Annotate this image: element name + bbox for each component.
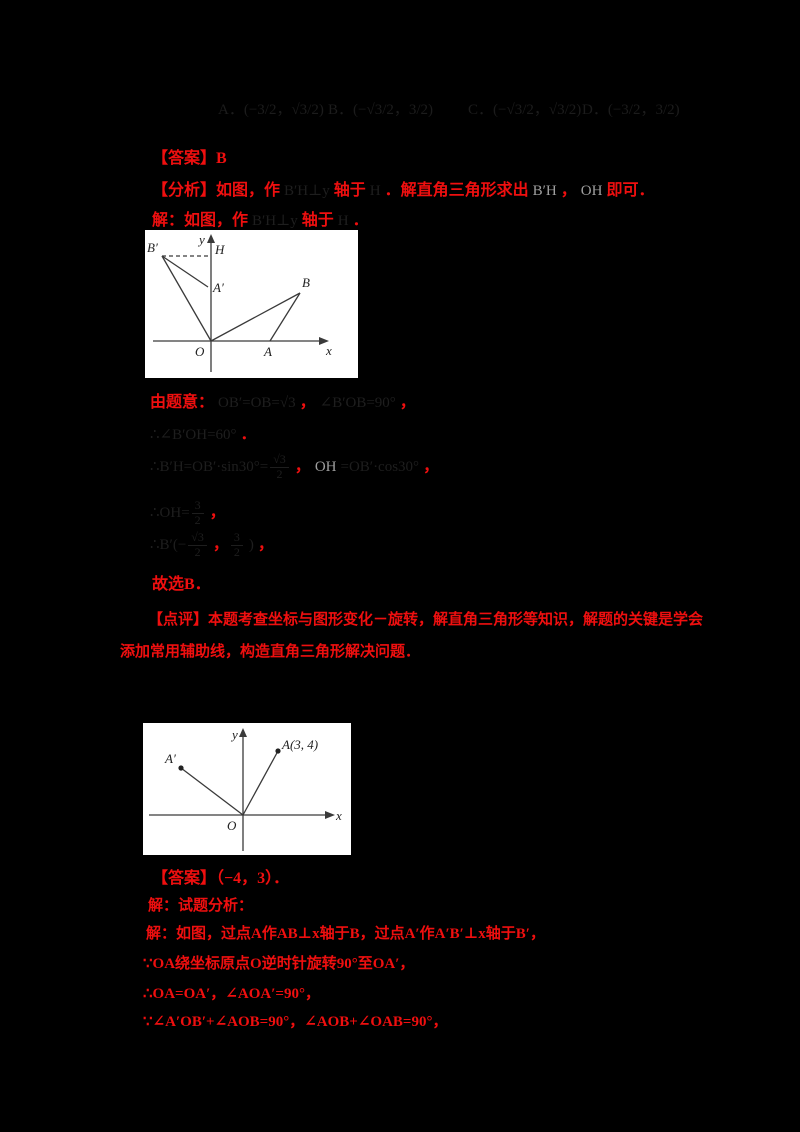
- label-A: A: [263, 344, 272, 359]
- derivation-line-4: ∴OH= 3 2 ，: [150, 498, 226, 528]
- label-B: B: [302, 275, 310, 290]
- figure1-canvas: y x O B′ H A′ B A: [147, 232, 332, 372]
- analysis-line: 【分析】如图，作 B′H⊥y 轴于 H ．解直角三角形求出 B′H ， OH 即…: [152, 182, 655, 199]
- option-c: C．(−√3/2，√3/2): [468, 102, 582, 118]
- x-axis-arrow: [325, 811, 335, 819]
- label-x-axis: x: [335, 808, 342, 823]
- fraction: √3 2: [270, 452, 289, 482]
- option-a: A．(−3/2，√3/2): [218, 102, 324, 118]
- derivation-line-2: ∴∠B′OH=60° ．: [150, 426, 257, 443]
- label-x-axis: x: [325, 343, 332, 358]
- analysis-formula: B′H⊥y: [284, 183, 330, 199]
- option-b: B．(−√3/2，3/2): [328, 102, 434, 118]
- answer-label-1: 【答案】B: [152, 150, 227, 167]
- label-origin: O: [195, 344, 205, 359]
- figure-rotated-point: y x O A(3, 4) A′: [143, 723, 351, 855]
- point-A: [275, 748, 281, 754]
- segment-OB: [210, 292, 301, 342]
- figure-rotated-triangle: y x O B′ H A′ B A: [145, 230, 358, 378]
- label-origin: O: [227, 818, 237, 833]
- label-A-prime: A′: [212, 280, 224, 295]
- label-H: H: [214, 242, 225, 257]
- solution-step-0: 解：如图，作 B′H⊥y 轴于 H ．: [152, 212, 369, 229]
- segment-OA-prime: [180, 767, 244, 816]
- point-A-prime: [178, 765, 184, 771]
- solution2-line-1: 解：试题分析：: [148, 898, 254, 914]
- segment-BA: [269, 292, 301, 342]
- analysis-gray-formula-2: OH: [580, 183, 603, 199]
- figure2-canvas: y x O A(3, 4) A′: [149, 727, 342, 851]
- y-axis-arrow: [207, 234, 215, 243]
- solution2-line-3: ∵OA绕坐标原点O逆时针旋转90°至OA′，: [143, 956, 415, 972]
- comment-line-2: 添加常用辅助线，构造直角三角形解决问题．: [120, 644, 421, 660]
- solution2-line-4: ∴OA=OA′，∠AOA′=90°，: [143, 986, 320, 1002]
- label-y-axis: y: [197, 232, 205, 247]
- option-d: D．(−3/2，3/2): [582, 102, 680, 118]
- fraction: √3 2: [188, 530, 207, 560]
- segment-B-prime-A-prime: [161, 255, 209, 288]
- analysis-gray-formula-1: B′H: [532, 183, 557, 199]
- label-B-prime: B′: [147, 240, 158, 255]
- x-axis-arrow: [319, 337, 329, 345]
- comment-line-1: 【点评】本题考查坐标与图形变化－旋转，解直角三角形等知识，解题的关键是学会: [148, 612, 704, 628]
- conclusion: 故选B．: [152, 576, 211, 593]
- y-axis-arrow: [239, 728, 247, 737]
- label-y-axis: y: [230, 727, 238, 742]
- derivation-line-1: 由题意： OB′=OB=√3 ， ∠B′OB=90° ，: [150, 394, 416, 411]
- analysis-text: 【分析】如图，作: [152, 182, 281, 199]
- solution2-line-5: ∵∠A′OB′+∠AOB=90°，∠AOB+∠OAB=90°，: [143, 1014, 448, 1030]
- label-A: A(3, 4): [281, 737, 318, 752]
- derivation-line-5: ∴B′(− √3 2 ， 3 2 ) ，: [150, 530, 274, 560]
- segment-OB-prime: [161, 255, 212, 342]
- solution2-line-2: 解：如图，过点A作AB⊥x轴于B，过点A′作A′B′⊥x轴于B′，: [146, 926, 546, 942]
- segment-OA: [242, 750, 279, 816]
- answer-label-2: 【答案】（−4，3）．: [152, 870, 290, 887]
- label-A-prime: A′: [164, 751, 176, 766]
- gray-formula: OH: [314, 459, 337, 475]
- derivation-line-3: ∴B′H=OB′·sin30°= √3 2 ， OH =OB′·cos30° ，: [150, 452, 440, 482]
